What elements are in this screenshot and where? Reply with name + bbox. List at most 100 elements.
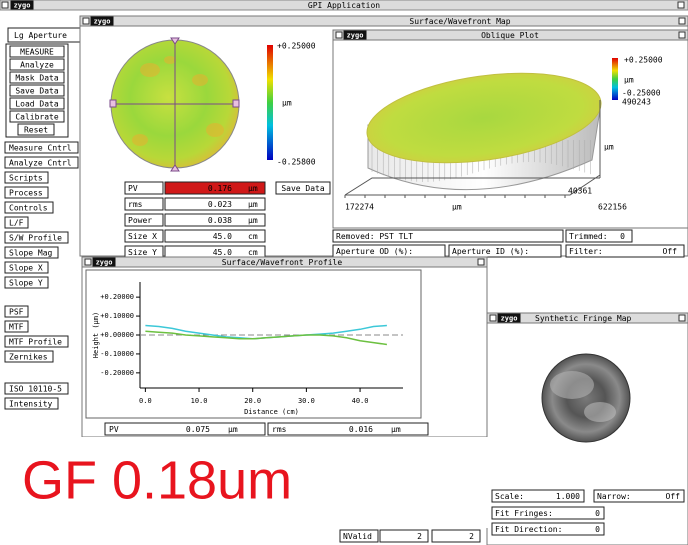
axis-label: µm — [452, 203, 462, 212]
field-label: Narrow: — [597, 492, 631, 501]
axis-label: 172274 — [345, 203, 374, 212]
field-value: Off — [666, 492, 681, 501]
stat-value: 0.075 — [186, 425, 210, 434]
window-title: Surface/Wavefront Map — [409, 17, 510, 26]
stat-value: 0.176 — [208, 184, 232, 193]
y-axis-label: Height (µm) — [92, 312, 100, 358]
scale-label: -0.25000 — [622, 89, 661, 98]
color-scale — [612, 58, 618, 100]
menu-item[interactable]: Analyze Cntrl — [9, 159, 72, 168]
field-value: 0 — [595, 509, 600, 518]
status-text: Removed: PST TLT — [336, 232, 413, 241]
stat-label: Size X — [128, 232, 157, 241]
stat-unit: µm — [228, 425, 238, 434]
axis-label: 622156 — [598, 203, 627, 212]
stat-label: PV — [128, 184, 138, 193]
menu-item[interactable]: Slope Y — [9, 279, 43, 288]
footer-label: NValid — [343, 532, 372, 541]
stat-label: rms — [128, 200, 143, 209]
menu-item[interactable]: PSF — [9, 308, 24, 317]
map-spot — [206, 123, 224, 137]
marker — [110, 100, 116, 107]
annotation: GF 0.18um — [22, 450, 292, 510]
footer-value: 2 — [417, 532, 422, 541]
button[interactable]: Mask Data — [15, 74, 59, 83]
y-tick-label: -0.20000 — [100, 369, 134, 377]
button[interactable]: Load Data — [15, 100, 59, 109]
window-resize-icon[interactable] — [679, 315, 685, 321]
scale-label: +0.25000 — [624, 56, 663, 65]
window-title: Synthetic Fringe Map — [535, 314, 632, 323]
stat-value: 0.038 — [208, 216, 232, 225]
tab-label[interactable]: Lg Aperture — [14, 31, 67, 40]
stat-label: Power — [128, 216, 152, 225]
map-spot — [192, 74, 208, 86]
map-spot — [164, 56, 176, 64]
menu-item[interactable]: L/F — [9, 219, 24, 228]
footer-value: 2 — [469, 532, 474, 541]
menu-item[interactable]: Scripts — [9, 174, 43, 183]
menu-item[interactable]: Process — [9, 189, 43, 198]
field-value: 0 — [595, 525, 600, 534]
logo: zygo — [96, 259, 113, 267]
window-resize-icon[interactable] — [679, 18, 685, 24]
app-resize-icon[interactable] — [678, 2, 684, 8]
x-tick-label: 30.0 — [298, 397, 315, 405]
menu-item[interactable]: Slope Mag — [9, 249, 53, 258]
window-title: Surface/Wavefront Profile — [222, 258, 343, 267]
menu-item[interactable]: MTF — [9, 323, 24, 332]
menu-item[interactable]: Controls — [9, 204, 48, 213]
stat-label: Size Y — [128, 248, 157, 257]
axis-label: µm — [604, 143, 614, 152]
field-label: Fit Fringes: — [495, 509, 553, 518]
screen: zygo GPI Application Lg Aperture MEASURE Ana… — [0, 0, 688, 545]
button[interactable]: Save Data — [15, 87, 59, 96]
logo: zygo — [347, 32, 364, 40]
logo: zygo — [94, 18, 111, 26]
y-tick-label: +0.00000 — [100, 331, 134, 339]
menu-item[interactable]: ISO 10110-5 — [9, 385, 62, 394]
stat-value: 45.0 — [213, 232, 232, 241]
window-title: Oblique Plot — [481, 31, 539, 40]
button[interactable]: Reset — [24, 126, 48, 135]
button[interactable]: MEASURE — [20, 48, 54, 57]
scale-label: +0.25000 — [277, 42, 316, 51]
stat-unit: cm — [248, 232, 258, 241]
stat-value: 0.023 — [208, 200, 232, 209]
map-spot — [132, 134, 148, 146]
window-menu-icon — [85, 259, 91, 265]
scale-label: µm — [282, 99, 292, 108]
color-scale — [267, 45, 273, 160]
menu-item[interactable]: Slope X — [9, 264, 43, 273]
app-title: GPI Application — [308, 1, 380, 10]
stat-unit: µm — [248, 216, 258, 225]
stat-unit: µm — [391, 425, 401, 434]
x-tick-label: 40.0 — [352, 397, 369, 405]
stat-value: 45.0 — [213, 248, 232, 257]
menu-item[interactable]: S/W Profile — [9, 234, 62, 243]
x-tick-label: 20.0 — [244, 397, 261, 405]
x-tick-label: 0.0 — [139, 397, 152, 405]
menu-item[interactable]: Zernikes — [9, 353, 48, 362]
status-label: Trimmed: — [569, 232, 608, 241]
status-value: 0 — [620, 232, 625, 241]
menu-item[interactable]: MTF Profile — [9, 338, 62, 347]
button[interactable]: Save Data — [281, 184, 325, 193]
stat-label: PV — [109, 425, 119, 434]
status-value: Off — [663, 247, 678, 256]
window-resize-icon[interactable] — [478, 259, 484, 265]
stat-value: 0.016 — [349, 425, 373, 434]
button[interactable]: Calibrate — [15, 113, 59, 122]
fringe-band — [584, 402, 616, 422]
fringe-band — [550, 371, 594, 399]
window-resize-icon[interactable] — [679, 32, 685, 38]
button[interactable]: Analyze — [20, 61, 54, 70]
y-tick-label: +0.10000 — [100, 312, 134, 320]
status-text: Aperture ID (%): — [452, 247, 529, 256]
scale-label: 490243 — [622, 98, 651, 107]
menu-item[interactable]: Intensity — [9, 400, 53, 409]
status-text: Aperture OD (%): — [336, 247, 413, 256]
menu-item[interactable]: Measure Cntrl — [9, 144, 72, 153]
logo: zygo — [14, 2, 31, 10]
window-menu-icon — [83, 18, 89, 24]
